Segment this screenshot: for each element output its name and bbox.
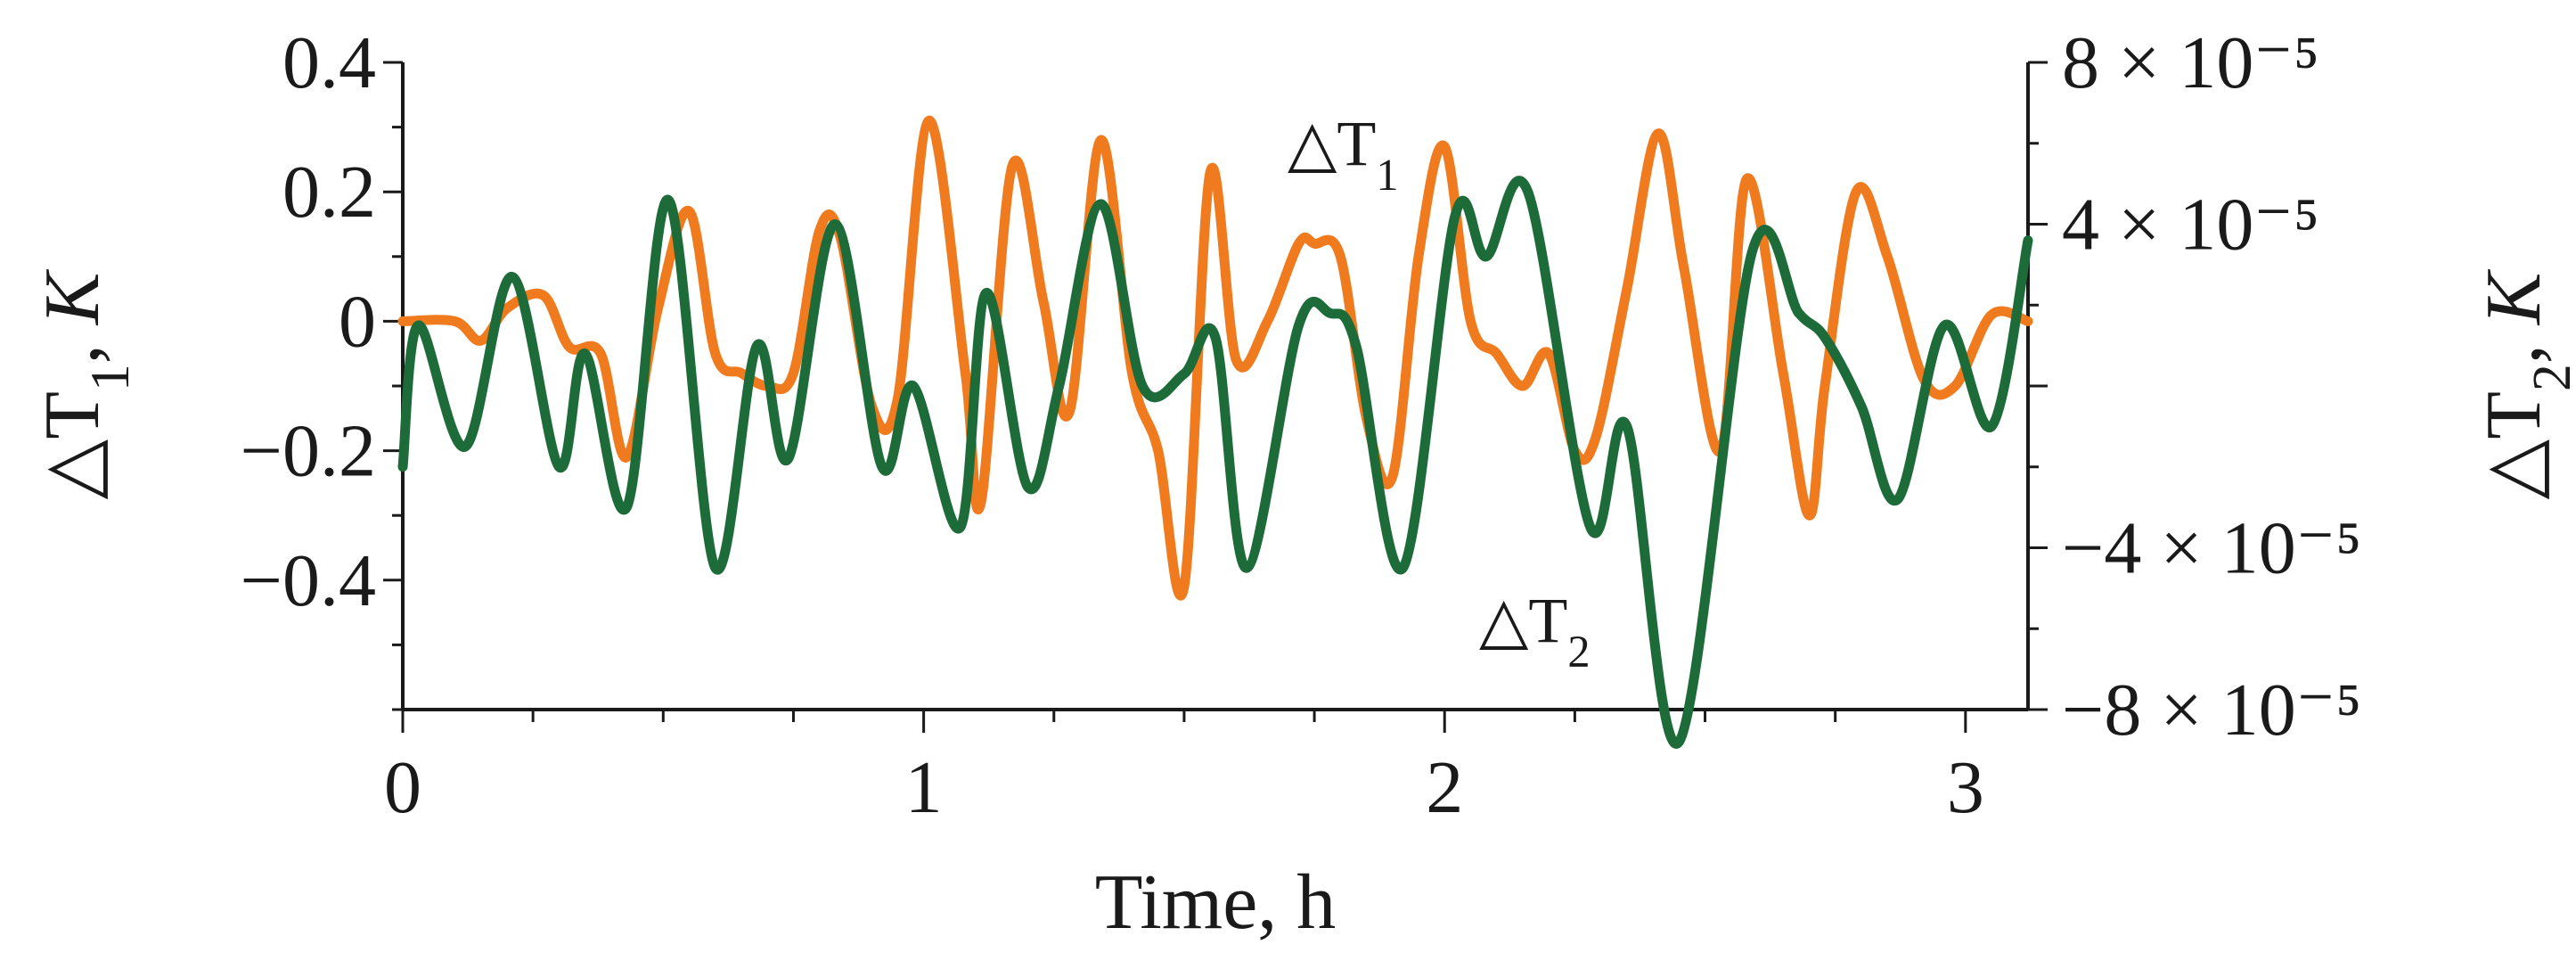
right-tick-label: −8 × 10⁻⁵ — [2062, 669, 2361, 751]
series-label-delta-t2: △T2 — [1479, 585, 1591, 677]
x-tick-label: 1 — [905, 746, 943, 829]
left-tick-label: 0.4 — [282, 21, 376, 104]
left-tick-label: 0 — [339, 280, 376, 363]
right-axis-title: △T2, K — [2471, 268, 2576, 499]
left-tick-label: −0.4 — [241, 539, 376, 622]
left-tick-label: −0.2 — [241, 410, 376, 493]
x-tick-label: 0 — [384, 746, 421, 829]
right-tick-label: 8 × 10⁻⁵ — [2062, 21, 2319, 104]
left-axis-title: △T1, K — [29, 268, 141, 499]
series-line-delta-t2 — [397, 176, 2033, 749]
right-tick-label: 4 × 10⁻⁵ — [2062, 184, 2319, 267]
x-tick-label: 3 — [1947, 746, 1984, 829]
left-tick-label: 0.2 — [282, 151, 376, 234]
right-tick-label: −4 × 10⁻⁵ — [2062, 507, 2361, 590]
x-axis-title: Time, h — [1095, 859, 1337, 946]
x-tick-label: 2 — [1426, 746, 1463, 829]
series-label-delta-t1: △T1 — [1288, 108, 1399, 200]
